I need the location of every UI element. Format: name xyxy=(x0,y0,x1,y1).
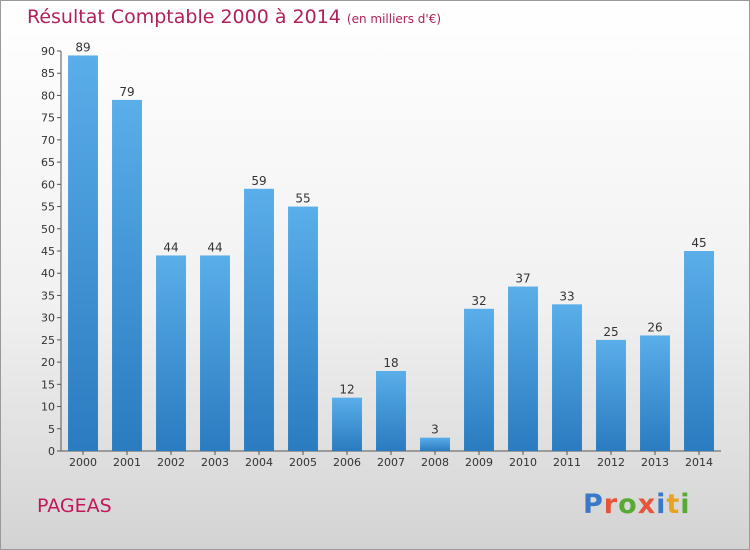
bar-2000 xyxy=(68,55,98,451)
y-tick-label: 55 xyxy=(41,201,55,214)
x-tick-label-2009: 2009 xyxy=(465,456,493,469)
x-tick-label-2010: 2010 xyxy=(509,456,537,469)
x-tick-label-2004: 2004 xyxy=(245,456,273,469)
proxiti-logo: Proxiti xyxy=(583,489,691,520)
value-label-2001: 79 xyxy=(119,85,134,99)
bar-2007 xyxy=(376,371,406,451)
x-tick-label-2000: 2000 xyxy=(69,456,97,469)
bar-2005 xyxy=(288,207,318,451)
bar-2002 xyxy=(156,255,186,451)
value-label-2013: 26 xyxy=(647,320,662,334)
y-tick-label: 70 xyxy=(41,134,55,147)
value-label-2008: 3 xyxy=(431,423,439,437)
bar-chart: 0 5 10 15 20 25 30 35 40 45 50 55 60 65 70 75 80 85 90 200… xyxy=(1,1,749,549)
bar-2003 xyxy=(200,255,230,451)
logo-letter: o xyxy=(618,489,638,520)
bar-2011 xyxy=(552,304,582,451)
x-tick-label-2013: 2013 xyxy=(641,456,669,469)
x-tick-label-2003: 2003 xyxy=(201,456,229,469)
logo-letter: i xyxy=(680,489,690,520)
value-label-2007: 18 xyxy=(383,356,398,370)
bar-2012 xyxy=(596,340,626,451)
y-tick-label: 5 xyxy=(48,423,55,436)
x-tick-label-2002: 2002 xyxy=(157,456,185,469)
x-tick-label-2012: 2012 xyxy=(597,456,625,469)
logo-letter: x xyxy=(638,489,656,520)
y-tick-label: 50 xyxy=(41,223,55,236)
value-label-2003: 44 xyxy=(207,240,222,254)
value-label-2009: 32 xyxy=(471,294,486,308)
value-label-2000: 89 xyxy=(75,40,90,54)
value-label-2004: 59 xyxy=(251,174,266,188)
value-label-2012: 25 xyxy=(603,325,618,339)
y-tick-label: 0 xyxy=(48,445,55,458)
x-tick-label-2001: 2001 xyxy=(113,456,141,469)
bar-2006 xyxy=(332,398,362,451)
bar-2013 xyxy=(640,335,670,451)
bar-2008 xyxy=(420,438,450,451)
value-label-2005: 55 xyxy=(295,192,310,206)
x-tick-label-2014: 2014 xyxy=(685,456,713,469)
y-tick-label: 25 xyxy=(41,334,55,347)
chart-frame: Résultat Comptable 2000 à 2014 (en millie… xyxy=(0,0,750,550)
y-tick-label: 80 xyxy=(41,89,55,102)
x-tick-label-2008: 2008 xyxy=(421,456,449,469)
value-label-2010: 37 xyxy=(515,272,530,286)
bar-2001 xyxy=(112,100,142,451)
y-tick-label: 20 xyxy=(41,356,55,369)
bar-2009 xyxy=(464,309,494,451)
y-tick-label: 85 xyxy=(41,67,55,80)
x-tick-label-2011: 2011 xyxy=(553,456,581,469)
y-tick-label: 45 xyxy=(41,245,55,258)
y-tick-label: 10 xyxy=(41,401,55,414)
y-tick-label: 75 xyxy=(41,112,55,125)
y-tick-label: 65 xyxy=(41,156,55,169)
logo-letter: t xyxy=(666,489,680,520)
x-tick-label-2005: 2005 xyxy=(289,456,317,469)
y-tick-label: 30 xyxy=(41,312,55,325)
value-label-2011: 33 xyxy=(559,289,574,303)
x-tick-label-2006: 2006 xyxy=(333,456,361,469)
value-label-2006: 12 xyxy=(339,383,354,397)
y-tick-label: 90 xyxy=(41,45,55,58)
x-tick-label-2007: 2007 xyxy=(377,456,405,469)
y-tick-label: 40 xyxy=(41,267,55,280)
y-tick-label: 35 xyxy=(41,289,55,302)
y-tick-label: 15 xyxy=(41,378,55,391)
bar-2014 xyxy=(684,251,714,451)
logo-letter: r xyxy=(604,489,618,520)
value-label-2002: 44 xyxy=(163,240,178,254)
bar-2010 xyxy=(508,287,538,451)
logo-letter: P xyxy=(583,489,604,520)
logo-letter: i xyxy=(656,489,666,520)
town-name: PAGEAS xyxy=(37,495,112,517)
value-label-2014: 45 xyxy=(691,236,706,250)
bar-2004 xyxy=(244,189,274,451)
y-tick-label: 60 xyxy=(41,178,55,191)
